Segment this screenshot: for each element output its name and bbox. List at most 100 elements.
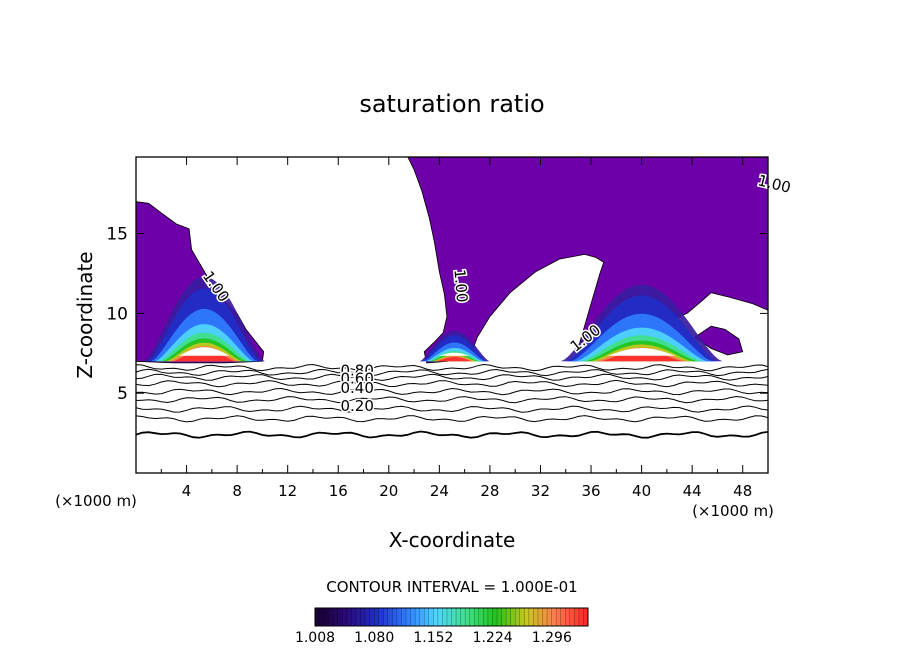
colorbar-cell (355, 608, 361, 626)
colorbar-cell (401, 608, 407, 626)
colorbar-cell (415, 608, 421, 626)
colorbar-cell (378, 608, 384, 626)
colorbar-cell (483, 608, 489, 626)
colorbar-cell (583, 608, 589, 626)
core-left (143, 276, 265, 362)
colorbar-cell (542, 608, 548, 626)
y-tick-label: 15 (106, 225, 128, 245)
chart-title: saturation ratio (359, 90, 544, 118)
colorbar-tick-label: 1.152 (413, 630, 453, 646)
colorbar-cell (533, 608, 539, 626)
colorbar-cell (497, 608, 503, 626)
core-right (560, 284, 723, 362)
colorbar-cell (560, 608, 566, 626)
x-tick-label: 44 (683, 482, 702, 500)
x-axis: 4 8 12 16 20 24 28 32 36 40 44 48 (160, 157, 752, 500)
colorbar-cell (519, 608, 525, 626)
y-tick-label: 10 (106, 304, 128, 324)
outflow-right (693, 325, 744, 356)
colorbar-cell (342, 608, 348, 626)
colorbar-cell (460, 608, 466, 626)
x-tick-label: 16 (329, 482, 348, 500)
colorbar-cell (428, 608, 434, 626)
colorbar-cell (369, 608, 375, 626)
colorbar-cell (528, 608, 534, 626)
plot-frame (135, 156, 769, 474)
colorbar-cell (487, 608, 493, 626)
colorbar-cell (437, 608, 443, 626)
colorbar-cell (319, 608, 325, 626)
colorbar-cell (474, 608, 480, 626)
colorbar-cell (410, 608, 416, 626)
contour-interval-text: CONTOUR INTERVAL = 1.000E-01 (326, 578, 577, 596)
contour-line (136, 379, 768, 388)
colorbar-tick-label: 1.080 (354, 630, 394, 646)
colorbar-cell (551, 608, 557, 626)
contour-label: 1.00 (450, 268, 471, 303)
core-center (419, 331, 490, 362)
colorbar-cell (328, 608, 334, 626)
core-white (607, 348, 676, 356)
contour-line (136, 415, 768, 423)
x-tick-label: 4 (182, 482, 192, 500)
colorbar-cell (456, 608, 462, 626)
colorbar (314, 607, 589, 627)
y-tick-label: 5 (117, 384, 128, 404)
contour-line (136, 363, 768, 372)
colorbar-cell (442, 608, 448, 626)
x-tick-label: 8 (232, 482, 242, 500)
colorbar-cell (406, 608, 412, 626)
x-tick-label: 40 (632, 482, 651, 500)
colorbar-tick-label: 1.296 (532, 630, 572, 646)
contour-line (136, 430, 768, 439)
x-axis-label: X-coordinate (389, 528, 516, 552)
contour-label: 0.60 (340, 370, 373, 388)
colorbar-cell (510, 608, 516, 626)
colorbar-cell (337, 608, 343, 626)
colorbar-cell (515, 608, 521, 626)
colorbar-cell (433, 608, 439, 626)
x-tick-label: 32 (531, 482, 550, 500)
x-tick-label: 48 (733, 482, 752, 500)
contour-line (136, 387, 768, 396)
core-layer (599, 350, 684, 362)
colorbar-cell (451, 608, 457, 626)
colorbar-cell (569, 608, 575, 626)
colorbar-cell (419, 608, 425, 626)
x-unit-left: (×1000 m) (55, 492, 137, 510)
colorbar-cell (351, 608, 357, 626)
x-tick-label: 24 (430, 482, 449, 500)
colorbar-cell (469, 608, 475, 626)
contour-line (136, 405, 768, 413)
colorbar-cell (387, 608, 393, 626)
colorbar-cell (315, 608, 321, 626)
colorbar-cell (578, 608, 584, 626)
core-white (439, 352, 470, 356)
x-tick-label: 36 (581, 482, 600, 500)
x-unit-right: (×1000 m) (692, 502, 774, 520)
colorbar-cell (492, 608, 498, 626)
core-layer (436, 357, 473, 362)
x-tick-label: 20 (379, 482, 398, 500)
colorbar-cell (506, 608, 512, 626)
colorbar-cell (365, 608, 371, 626)
y-axis: 5 10 15 (106, 225, 768, 404)
colorbar-cell (396, 608, 402, 626)
y-axis-label: Z-coordinate (73, 251, 97, 378)
colorbar-cell (565, 608, 571, 626)
colorbar-cell (465, 608, 471, 626)
x-tick-label: 28 (480, 482, 499, 500)
colorbar-cell (537, 608, 543, 626)
colorbar-cell (424, 608, 430, 626)
colorbar-tick-label: 1.224 (473, 630, 513, 646)
contour-label: 0.80 (340, 362, 373, 380)
contour-label: 0.40 (340, 379, 373, 397)
colorbar-cell (478, 608, 484, 626)
colorbar-ticks: 1.008 1.080 1.152 1.224 1.296 (295, 630, 572, 646)
x-tick-label: 12 (278, 482, 297, 500)
colorbar-cell (324, 608, 330, 626)
colorbar-cell (383, 608, 389, 626)
contour-lines (136, 363, 768, 439)
contour-label: 0.20 (340, 397, 373, 415)
